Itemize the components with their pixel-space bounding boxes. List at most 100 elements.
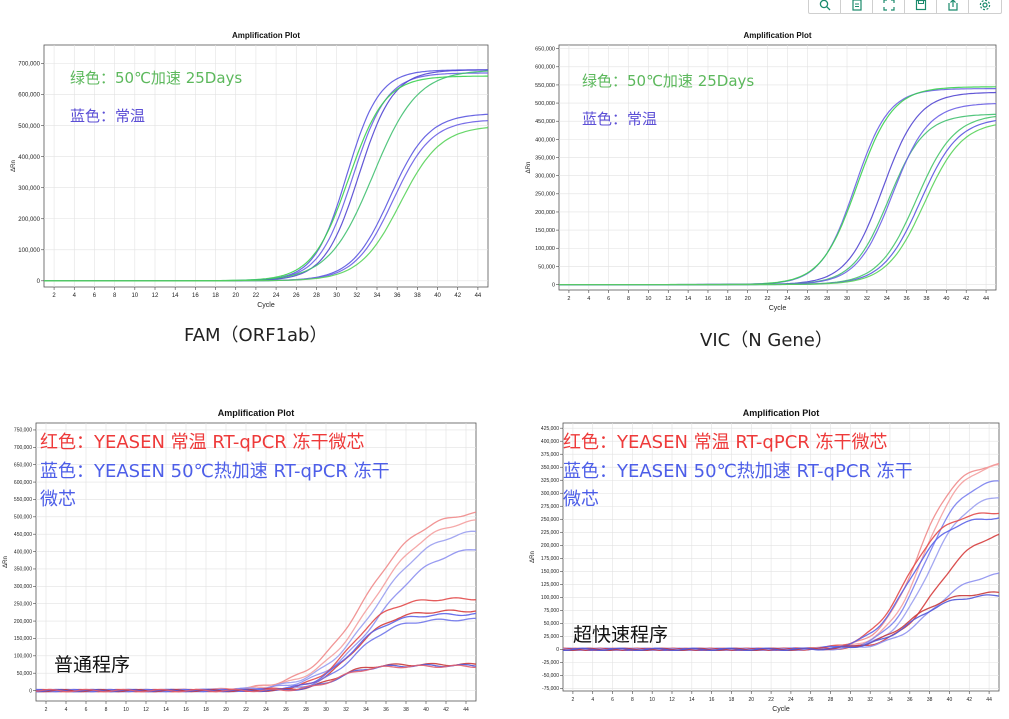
x-tick-label: 18 (212, 293, 219, 299)
x-tick-label: 10 (649, 697, 655, 703)
x-tick-label: 20 (223, 707, 229, 713)
x-tick-label: 26 (808, 697, 814, 703)
y-tick-label: 400,000 (535, 137, 555, 143)
y-tick-label: 50,000 (538, 264, 555, 270)
x-tick-label: 36 (383, 707, 389, 713)
ultrafast-program-chart: Amplification Plot -75,000 -50,000 -25,000 0… (523, 403, 1004, 713)
y-tick-label: 375,000 (541, 452, 559, 458)
y-tick-label: 250,000 (541, 517, 559, 523)
x-tick-label: 18 (725, 296, 731, 302)
vic-amplification-chart: Amplification Plot 0 50,000 100,000 150,000 2… (514, 25, 1004, 320)
x-tick-label: 22 (243, 707, 249, 713)
x-tick-label: 14 (685, 296, 691, 302)
plot-frame (43, 44, 489, 288)
x-tick-label: 36 (904, 296, 910, 302)
x-tick-label: 44 (475, 293, 482, 299)
annotation-2: 蓝色：YEASEN 50℃热加速 RT-qPCR 冻干微芯 (40, 461, 390, 510)
vic-caption: VIC（N Gene） (700, 330, 833, 351)
x-tick-label: 2 (572, 697, 575, 703)
x-tick-label: 16 (705, 296, 711, 302)
y-tick-label: 550,000 (14, 497, 32, 503)
y-tick-label: 450,000 (14, 532, 32, 538)
y-tick-label: 750,000 (14, 428, 32, 434)
y-tick-label: 500,000 (14, 515, 32, 521)
x-tick-label: 32 (867, 697, 873, 703)
document-icon[interactable] (841, 0, 873, 13)
chart-title: Amplification Plot (744, 31, 812, 40)
settings-icon[interactable] (969, 0, 1001, 13)
x-tick-label: 36 (394, 293, 401, 299)
x-tick-label: 14 (689, 697, 695, 703)
y-tick-label: 700,000 (18, 62, 40, 68)
y-tick-label: 50,000 (544, 621, 560, 627)
save-icon[interactable] (905, 0, 937, 13)
annotation-1: 红色：YEASEN 常温 RT-qPCR 冻干微芯 (563, 432, 888, 453)
y-tick-label: 100,000 (18, 248, 40, 254)
x-tick-label: 6 (607, 296, 610, 302)
y-tick-label: 500,000 (18, 124, 40, 130)
fullscreen-icon[interactable] (873, 0, 905, 13)
y-tick-label: 600,000 (18, 93, 40, 99)
x-tick-label: 38 (927, 697, 933, 703)
plot-frame (35, 422, 477, 702)
y-tick-label: 0 (37, 279, 41, 285)
y-tick-label: 400,000 (14, 549, 32, 555)
x-tick-label: 32 (864, 296, 870, 302)
y-tick-label: 0 (29, 688, 32, 694)
y-tick-label: 500,000 (535, 101, 555, 107)
x-tick-label: 24 (263, 707, 269, 713)
y-tick-label: 400,000 (541, 439, 559, 445)
x-tick-label: 40 (423, 707, 429, 713)
x-tick-label: 6 (85, 707, 88, 713)
y-tick-label: -50,000 (542, 673, 559, 679)
series-line-蓝色-10 (563, 594, 999, 652)
plot-frame (558, 44, 997, 291)
plot-frame (562, 422, 1000, 692)
y-tick-label: 200,000 (535, 210, 555, 216)
x-tick-label: 34 (374, 293, 381, 299)
x-tick-label: 30 (844, 296, 850, 302)
y-tick-label: 600,000 (535, 65, 555, 71)
x-axis-label: Cycle (772, 706, 790, 713)
series-group (44, 69, 488, 282)
zoom-icon[interactable] (809, 0, 841, 13)
y-tick-label: 325,000 (541, 478, 559, 484)
series-line-红色-9 (563, 591, 999, 652)
y-tick-label: 250,000 (14, 601, 32, 607)
x-tick-label: 4 (587, 296, 590, 302)
series-line-蓝色-8 (563, 572, 999, 652)
y-tick-label: 200,000 (14, 619, 32, 625)
chart-toolbar (808, 0, 1002, 14)
y-tick-label: 450,000 (535, 119, 555, 125)
x-tick-label: 22 (253, 293, 260, 299)
x-tick-label: 8 (627, 296, 630, 302)
chart-title: Amplification Plot (232, 31, 300, 40)
series-line-绿色-8 (559, 124, 996, 286)
x-tick-label: 38 (403, 707, 409, 713)
x-tick-label: 4 (73, 293, 77, 299)
y-tick-label: 300,000 (18, 186, 40, 192)
x-tick-label: 16 (183, 707, 189, 713)
x-tick-label: 28 (313, 293, 320, 299)
x-tick-label: 32 (353, 293, 360, 299)
x-tick-label: 44 (983, 296, 989, 302)
chart-title: Amplification Plot (218, 408, 295, 418)
export-icon[interactable] (937, 0, 969, 13)
y-tick-label: 350,000 (14, 567, 32, 573)
series-line-绿色-8 (44, 127, 488, 282)
x-tick-label: 30 (848, 697, 854, 703)
x-tick-label: 24 (784, 296, 790, 302)
x-tick-label: 2 (567, 296, 570, 302)
x-tick-label: 12 (143, 707, 149, 713)
x-tick-label: 38 (923, 296, 929, 302)
x-tick-label: 20 (232, 293, 239, 299)
x-tick-label: 8 (113, 293, 117, 299)
y-tick-label: 100,000 (535, 246, 555, 252)
y-axis-label: ΔRn (526, 162, 532, 174)
y-tick-label: 175,000 (541, 556, 559, 562)
y-tick-label: 300,000 (535, 174, 555, 180)
annotation-1: 红色：YEASEN 常温 RT-qPCR 冻干微芯 (40, 432, 365, 453)
y-tick-label: 250,000 (535, 192, 555, 198)
y-tick-label: -25,000 (542, 660, 559, 666)
x-tick-label: 10 (645, 296, 651, 302)
